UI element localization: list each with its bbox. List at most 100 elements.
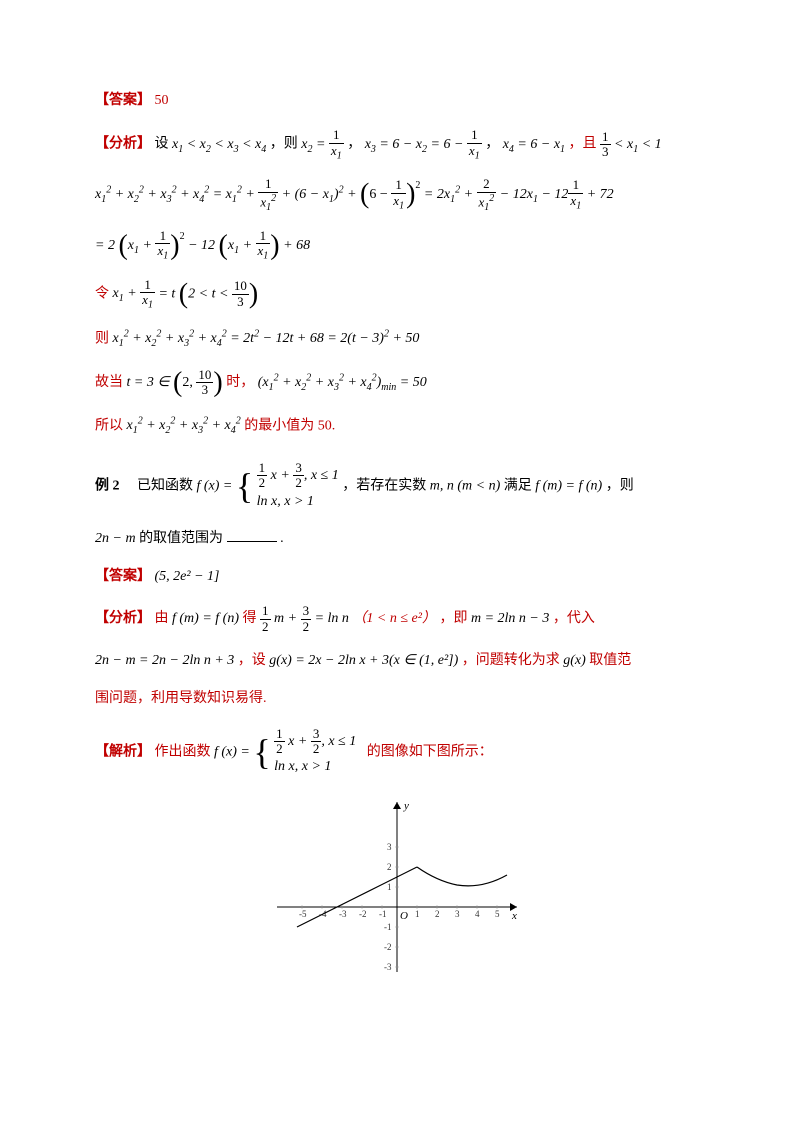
answer-1: 【答案】 50	[95, 90, 699, 112]
math: m = 2ln n − 3	[471, 612, 549, 627]
answer-value: 50	[155, 93, 169, 108]
text: ，且	[569, 137, 597, 152]
math-document-page: 【答案】 50 【分析】 设 x1 < x2 < x3 < x4 ，则 x2 =…	[0, 0, 794, 1017]
math: 2,	[182, 375, 196, 390]
math: f (x) =	[214, 744, 253, 759]
text: 的图像如下图所示：	[367, 744, 493, 759]
text: ，设	[238, 653, 266, 668]
text: 令	[95, 286, 109, 301]
analysis-2-line3: 围问题，利用导数知识易得.	[95, 688, 699, 710]
math: （1 < n ≤ e²）	[352, 612, 436, 627]
analysis-label: 【分析】	[95, 612, 151, 627]
answer-label: 【答案】	[95, 93, 151, 108]
math: = t	[158, 286, 178, 301]
math: x3 = 6 − x2 = 6 −	[365, 137, 467, 152]
math: f (m) = f (n)	[535, 479, 602, 494]
math: x12 + x22 + x32 + x42 = x12 +	[95, 187, 258, 202]
analysis-1-line3: = 2 (x1 + 1x1)2 − 12 (x1 + 1x1) + 68	[95, 229, 699, 262]
math: 2n − m = 2n − 2ln n + 3	[95, 653, 234, 668]
math: + 68	[283, 238, 310, 253]
math: 2n − m	[95, 531, 139, 546]
math: 6 −	[369, 187, 391, 202]
ex2-label: 例 2	[95, 479, 120, 494]
analysis-2-line1: 【分析】 由 f (m) = f (n) 得 12 m + 32 = ln n …	[95, 604, 699, 634]
function-graph: x y O -5-4-3-2-1 12345 123 -1-2-3	[272, 797, 522, 977]
math: x1 < x2 < x3 < x4	[172, 137, 266, 152]
svg-text:2: 2	[435, 909, 440, 919]
piecewise: 12 x + 32, x ≤ 1 ln x, x > 1	[257, 461, 339, 512]
math: x12 + x22 + x32 + x42	[127, 418, 245, 433]
analysis-2-line2: 2n − m = 2n − 2ln n + 3 ，设 g(x) = 2x − 2…	[95, 650, 699, 672]
analysis-1-line1: 【分析】 设 x1 < x2 < x3 < x4 ，则 x2 = 1x1 ， x…	[95, 128, 699, 161]
svg-text:-3: -3	[384, 962, 392, 972]
svg-text:O: O	[400, 910, 408, 922]
svg-text:-1: -1	[384, 922, 392, 932]
text: ，代入	[553, 612, 595, 627]
analysis-1-line5: 则 x12 + x22 + x32 + x42 = 2t2 − 12t + 68…	[95, 327, 699, 352]
svg-text:2: 2	[387, 862, 392, 872]
svg-text:y: y	[403, 800, 409, 812]
math: x1 +	[113, 286, 141, 301]
text: ，	[347, 137, 361, 152]
math: x1 +	[228, 238, 256, 253]
text: ，则	[270, 137, 298, 152]
math: t = 3 ∈	[127, 375, 174, 390]
svg-text:1: 1	[415, 909, 420, 919]
math: = 2	[95, 238, 115, 253]
analysis-1-line2: x12 + x22 + x32 + x42 = x12 + 1x12 + (6 …	[95, 177, 699, 212]
answer-label: 【答案】	[95, 569, 151, 584]
math: x1 +	[128, 238, 156, 253]
math: + 72	[587, 187, 614, 202]
analysis-1-conclusion: 所以 x12 + x22 + x32 + x42 的最小值为 50.	[95, 414, 699, 439]
text: 则	[95, 331, 109, 346]
text: ，问题转化为求	[462, 653, 560, 668]
math: m, n (m < n)	[430, 479, 504, 494]
text: ，则	[606, 479, 634, 494]
example-2-line2: 2n − m 的取值范围为 .	[95, 528, 699, 550]
math: g(x) = 2x − 2ln x + 3(x ∈ (1, e²])	[269, 653, 458, 668]
math: (x12 + x22 + x32 + x42)min = 50	[258, 375, 427, 390]
text: .	[280, 531, 284, 546]
math: x2 =	[301, 137, 329, 152]
text: 的取值范围为	[139, 531, 223, 546]
text: 满足	[504, 479, 532, 494]
text: ，即	[439, 612, 467, 627]
svg-text:3: 3	[387, 842, 392, 852]
math: = ln n	[315, 612, 353, 627]
text: ，	[485, 137, 499, 152]
text: ，若存在实数	[342, 479, 426, 494]
math: f (x) =	[197, 479, 236, 494]
text: 已知函数	[137, 479, 193, 494]
text: 围问题，利用导数知识易得.	[95, 691, 267, 706]
math: x12 + x22 + x32 + x42 = 2t2 − 12t + 68 =…	[113, 331, 420, 346]
svg-text:x: x	[511, 910, 517, 922]
analysis-label: 【分析】	[95, 137, 151, 152]
blank-field	[227, 529, 277, 542]
text: 设	[155, 137, 169, 152]
text: 由	[155, 612, 169, 627]
answer-2: 【答案】 (5, 2e² − 1]	[95, 566, 699, 588]
text: 时，	[226, 375, 254, 390]
text: 得	[243, 612, 257, 627]
math: − 12x1 − 12	[500, 187, 569, 202]
svg-text:-2: -2	[384, 942, 392, 952]
value: 50.	[318, 418, 336, 433]
jiexi-line: 【解析】 作出函数 f (x) = { 12 x + 32, x ≤ 1 ln …	[95, 727, 699, 778]
math: m +	[271, 612, 301, 627]
analysis-1-line6: 故当 t = 3 ∈ (2, 103) 时， (x12 + x22 + x32 …	[95, 368, 699, 398]
text: 的最小值为	[244, 418, 314, 433]
math: − 12	[188, 238, 215, 253]
jiexi-label: 【解析】	[95, 744, 151, 759]
text: 作出函数	[155, 744, 211, 759]
piecewise: 12 x + 32, x ≤ 1 ln x, x > 1	[274, 727, 356, 778]
svg-text:-1: -1	[379, 909, 387, 919]
math: < x1 < 1	[614, 137, 662, 152]
text: 取值范	[589, 653, 631, 668]
text	[360, 744, 364, 759]
math: = 2x12 +	[424, 187, 477, 202]
text: 故当	[95, 375, 123, 390]
svg-text:1: 1	[387, 882, 392, 892]
text	[123, 479, 134, 494]
svg-text:-5: -5	[299, 909, 307, 919]
example-2: 例 2 已知函数 f (x) = { 12 x + 32, x ≤ 1 ln x…	[95, 461, 699, 512]
